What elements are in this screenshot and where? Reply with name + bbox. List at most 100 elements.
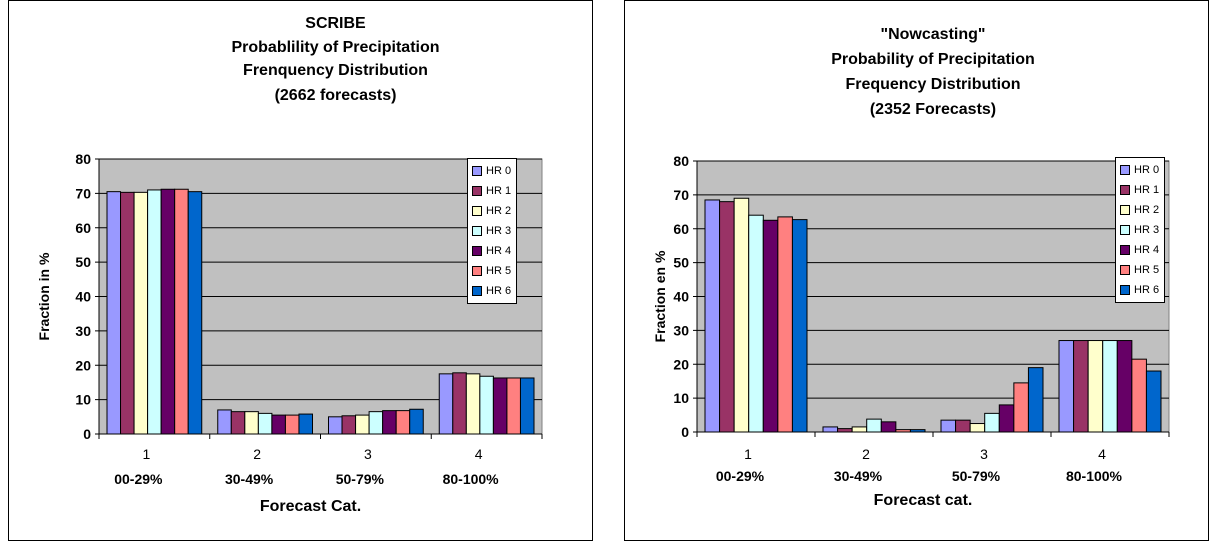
legend-item: HR 1 — [472, 181, 511, 201]
bar-hr-4-cat-2 — [880, 421, 897, 433]
y-tick-label: 80 — [75, 151, 91, 167]
bar-hr-6-cat-3 — [1027, 367, 1044, 433]
bar-hr-6-cat-4 — [1145, 370, 1162, 433]
bar-hr-1-cat-2 — [837, 428, 853, 433]
bar-hr-5-cat-2 — [895, 429, 911, 433]
x-category-sublabel: 80-100% — [443, 471, 500, 487]
x-category-label: 3 — [980, 446, 988, 462]
x-category-sublabel: 80-100% — [1066, 468, 1123, 484]
x-axis-label: Forecast cat. — [874, 492, 973, 509]
y-tick-label: 70 — [75, 185, 91, 201]
bar-hr-0-cat-1 — [704, 199, 721, 433]
legend-item: HR 3 — [1120, 220, 1159, 240]
legend-swatch — [1120, 185, 1130, 195]
y-tick-label: 30 — [673, 322, 689, 338]
y-tick-label: 10 — [673, 390, 689, 406]
bar-hr-3-cat-2 — [257, 412, 273, 435]
legend-label: HR 0 — [1134, 164, 1160, 176]
y-tick-label: 50 — [673, 255, 689, 271]
y-tick-label: 60 — [75, 220, 91, 236]
chart-title-line: (2352 Forecasts) — [870, 101, 996, 118]
bar-hr-4-cat-3 — [382, 410, 397, 435]
legend-label: HR 5 — [1134, 264, 1160, 276]
bar-hr-1-cat-1 — [719, 201, 735, 433]
legend-item: HR 0 — [1120, 160, 1159, 180]
y-tick-label: 20 — [673, 356, 689, 372]
legend-item: HR 0 — [472, 161, 511, 181]
x-category-label: 4 — [475, 446, 483, 462]
bar-hr-1-cat-1 — [120, 191, 135, 435]
bar-hr-2-cat-3 — [355, 414, 370, 435]
legend-item: HR 5 — [1120, 260, 1159, 280]
x-category-label: 2 — [253, 446, 261, 462]
chart-title-line: Probability of Precipitation — [831, 51, 1035, 68]
legend-nowcasting: HR 0 HR 1 HR 2 HR 3 HR 4 HR 5 HR 6 — [1115, 157, 1166, 303]
bar-hr-2-cat-2 — [244, 411, 259, 435]
bar-hr-6-cat-3 — [409, 408, 424, 435]
legend-swatch — [1120, 285, 1130, 295]
legend-label: HR 6 — [486, 285, 512, 297]
chart-title-line: Probablility of Precipitation — [231, 39, 439, 56]
bar-hr-1-cat-4 — [1073, 340, 1089, 433]
chart-title-line: "Nowcasting" — [881, 26, 986, 43]
legend-scribe: HR 0 HR 1 HR 2 HR 3 HR 4 HR 5 HR 6 — [467, 158, 518, 304]
y-axis-label: Fraction en % — [652, 250, 668, 342]
bar-hr-1-cat-2 — [230, 411, 246, 435]
bar-hr-5-cat-4 — [1131, 358, 1147, 433]
bar-hr-2-cat-1 — [733, 197, 750, 433]
y-tick-label: 40 — [673, 289, 689, 305]
bar-hr-0-cat-2 — [217, 409, 232, 435]
chart-panel-nowcasting: "Nowcasting" Probability of Precipitation… — [624, 0, 1209, 541]
x-category-sublabel: 00-29% — [114, 471, 163, 487]
legend-label: HR 4 — [1134, 244, 1160, 256]
chart-nowcasting: "Nowcasting" Probability of Precipitation… — [652, 26, 1170, 509]
bar-hr-2-cat-3 — [969, 423, 986, 433]
x-axis-label: Forecast Cat. — [260, 498, 361, 515]
x-category-label: 1 — [142, 446, 150, 462]
y-tick-label: 0 — [83, 426, 91, 442]
bar-hr-3-cat-1 — [748, 214, 764, 433]
x-category-sublabel: 30-49% — [225, 471, 274, 487]
bar-hr-3-cat-3 — [368, 411, 384, 435]
bar-hr-3-cat-1 — [147, 189, 162, 435]
legend-label: HR 1 — [1134, 184, 1160, 196]
bar-hr-3-cat-4 — [1102, 340, 1118, 433]
bar-hr-4-cat-4 — [492, 377, 508, 435]
chart-title-line: Frequency Distribution — [845, 76, 1020, 93]
legend-item: HR 6 — [1120, 280, 1159, 300]
x-category-sublabel: 50-79% — [952, 468, 1001, 484]
legend-label: HR 1 — [486, 185, 512, 197]
legend-swatch — [472, 266, 482, 276]
bar-hr-0-cat-1 — [106, 191, 122, 435]
y-tick-label: 0 — [681, 424, 689, 440]
bar-hr-1-cat-3 — [955, 419, 971, 433]
chart-title-line: SCRIBE — [305, 15, 366, 32]
bar-hr-2-cat-2 — [851, 426, 868, 433]
legend-item: HR 2 — [1120, 200, 1159, 220]
x-category-sublabel: 30-49% — [834, 468, 883, 484]
bar-hr-4-cat-2 — [271, 414, 286, 435]
legend-item: HR 1 — [1120, 180, 1159, 200]
bar-hr-5-cat-4 — [506, 377, 521, 435]
legend-swatch — [472, 166, 482, 176]
bar-hr-0-cat-3 — [940, 419, 957, 433]
bar-hr-6-cat-1 — [187, 191, 203, 435]
bar-hr-5-cat-1 — [174, 188, 189, 435]
legend-item: HR 2 — [472, 201, 511, 221]
bar-hr-5-cat-3 — [395, 410, 411, 435]
legend-swatch — [472, 286, 482, 296]
legend-label: HR 0 — [486, 165, 512, 177]
legend-swatch — [1120, 265, 1130, 275]
bar-hr-4-cat-4 — [1116, 340, 1133, 433]
bar-hr-1-cat-4 — [452, 372, 467, 435]
legend-label: HR 3 — [1134, 224, 1160, 236]
bar-hr-6-cat-4 — [519, 377, 535, 435]
bar-hr-1-cat-3 — [341, 415, 357, 435]
legend-label: HR 6 — [1134, 284, 1160, 296]
y-tick-label: 80 — [673, 153, 689, 169]
bar-hr-6-cat-2 — [298, 413, 314, 435]
y-tick-label: 20 — [75, 357, 91, 373]
bar-hr-2-cat-1 — [133, 191, 149, 435]
legend-swatch — [472, 206, 482, 216]
bar-hr-4-cat-1 — [762, 219, 779, 433]
